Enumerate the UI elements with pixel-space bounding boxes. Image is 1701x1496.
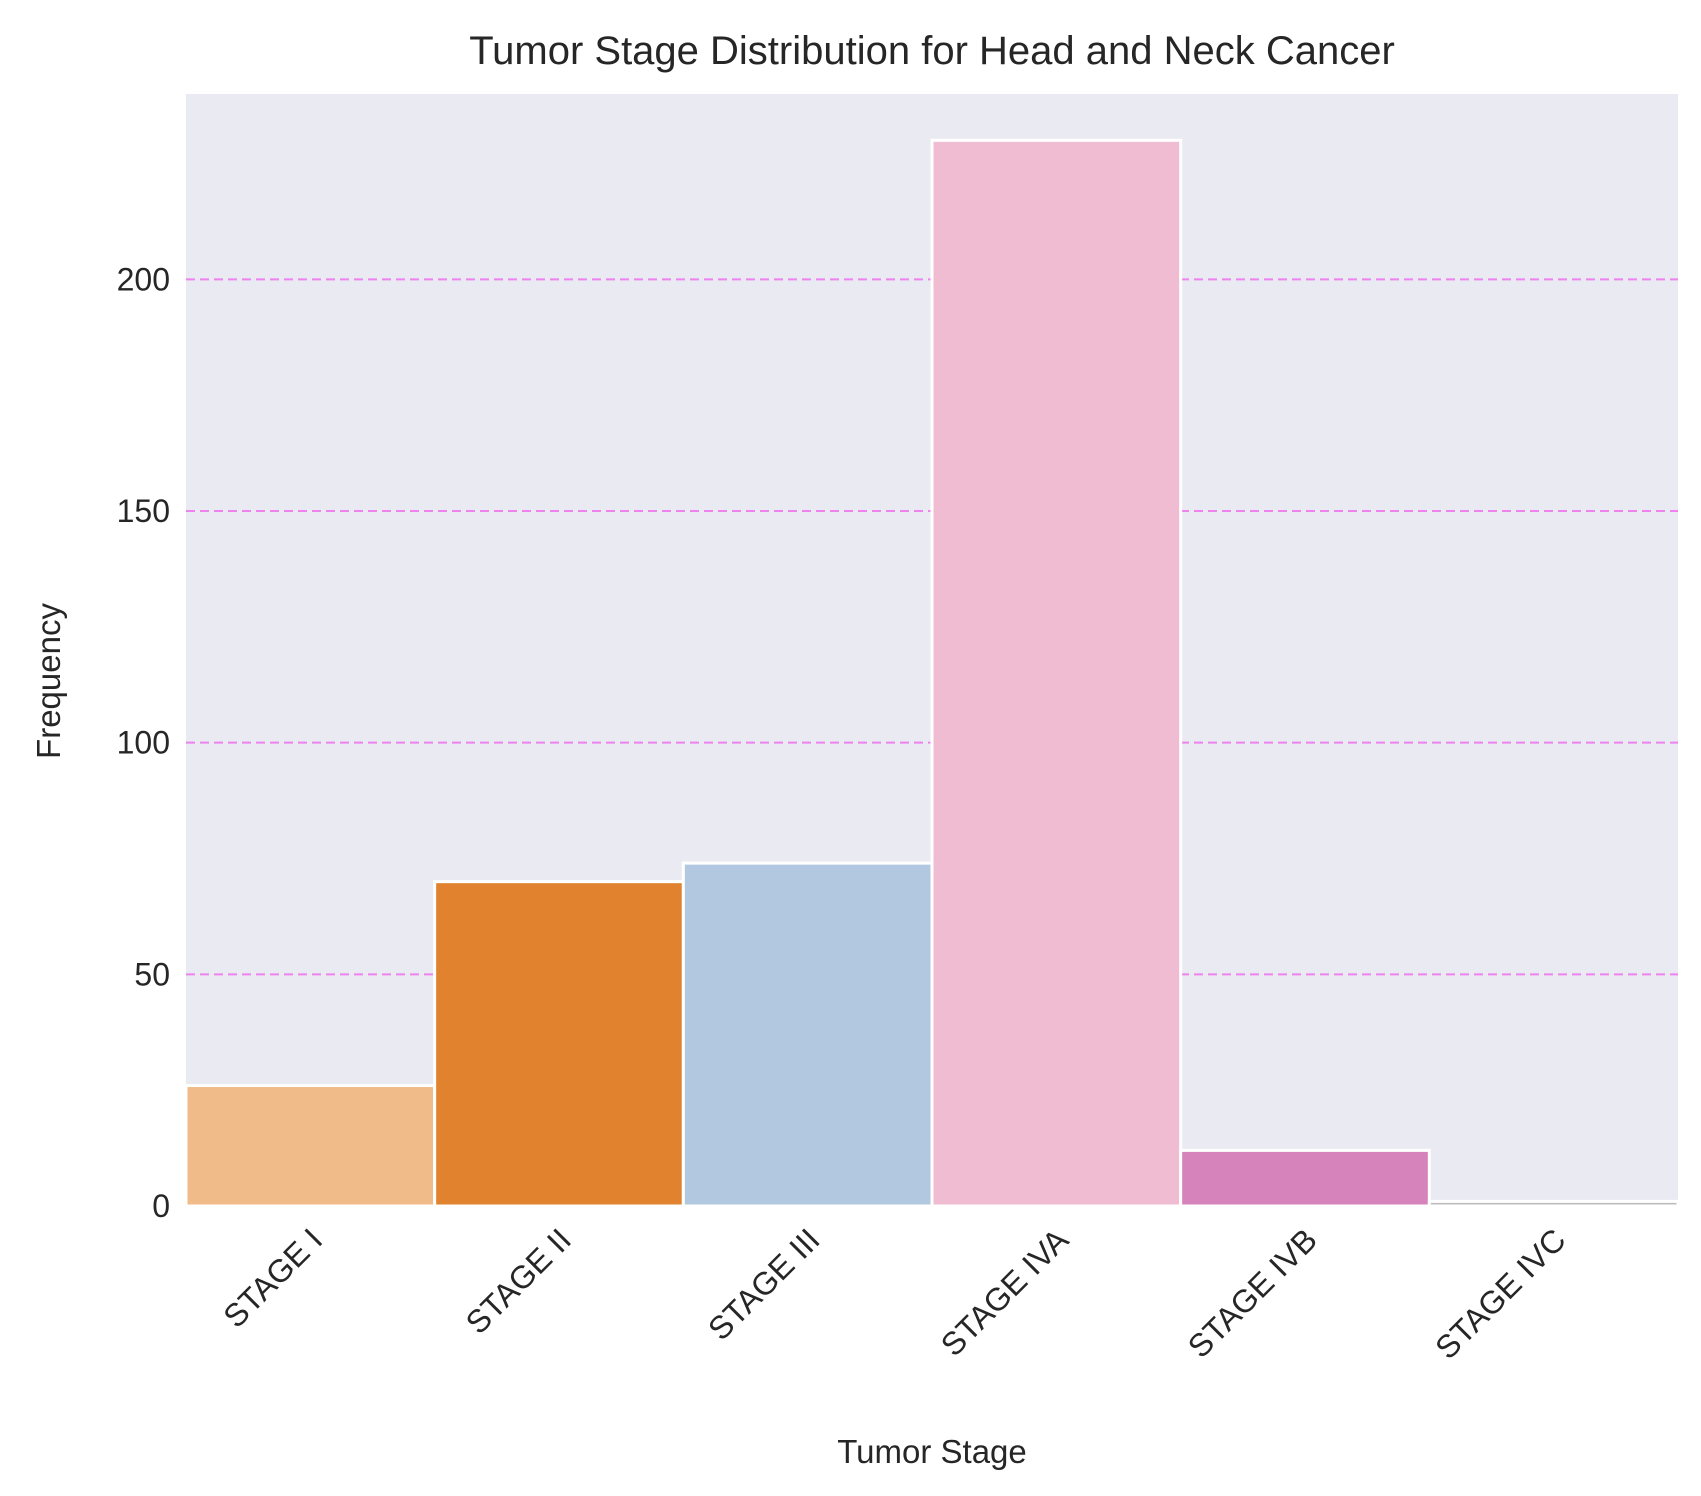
y-axis-label: Frequency (30, 603, 67, 759)
bar (681, 861, 934, 1208)
bar (1427, 1199, 1680, 1208)
bar (930, 138, 1183, 1208)
y-tick-label: 50 (134, 956, 170, 992)
y-tick-label: 0 (152, 1188, 170, 1224)
x-tick-label: STAGE I (216, 1221, 329, 1334)
y-tick-label: 100 (117, 725, 170, 761)
x-tick-label: STAGE IVA (934, 1221, 1076, 1363)
bar (184, 1084, 437, 1208)
x-tick-label: STAGE IVB (1181, 1221, 1324, 1364)
x-axis-ticks: STAGE I STAGE II STAGE III STAGE IVA STAGE I… (216, 1221, 1572, 1366)
x-tick-label: STAGE IVC (1428, 1221, 1572, 1365)
y-axis-ticks: 0 50 100 150 200 (117, 261, 170, 1224)
x-tick-label: STAGE II (459, 1221, 578, 1340)
x-axis-label: Tumor Stage (837, 1433, 1027, 1470)
y-tick-label: 150 (117, 493, 170, 529)
x-tick-label: STAGE III (701, 1221, 827, 1347)
bar (433, 880, 685, 1208)
y-tick-label: 200 (117, 261, 170, 297)
chart-title: Tumor Stage Distribution for Head and Ne… (469, 29, 1395, 73)
bars (184, 138, 1680, 1208)
bar (1179, 1148, 1431, 1208)
